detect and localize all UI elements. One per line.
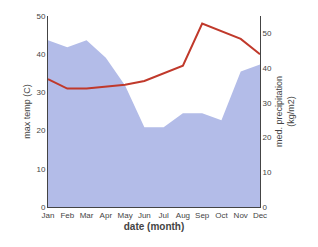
svg-text:May: May: [118, 211, 133, 220]
svg-text:Feb: Feb: [60, 211, 74, 220]
svg-text:30: 30: [36, 88, 45, 97]
svg-text:Dec: Dec: [253, 211, 267, 220]
svg-text:med. precipitation(kg/m2): med. precipitation(kg/m2): [274, 76, 296, 147]
svg-text:30: 30: [263, 99, 272, 108]
svg-text:40: 40: [36, 50, 45, 59]
svg-text:Jan: Jan: [42, 211, 55, 220]
svg-text:Mar: Mar: [80, 211, 94, 220]
svg-text:10: 10: [263, 168, 272, 177]
svg-text:Aug: Aug: [176, 211, 190, 220]
svg-text:Apr: Apr: [100, 211, 113, 220]
svg-text:Oct: Oct: [215, 211, 228, 220]
svg-text:10: 10: [36, 165, 45, 174]
svg-text:Nov: Nov: [234, 211, 248, 220]
svg-text:50: 50: [36, 12, 45, 21]
svg-text:max temp (C): max temp (C): [22, 84, 32, 139]
svg-text:50: 50: [263, 29, 272, 38]
svg-text:Jul: Jul: [159, 211, 169, 220]
svg-text:Sep: Sep: [195, 211, 210, 220]
svg-text:Jun: Jun: [138, 211, 151, 220]
svg-text:0: 0: [41, 203, 46, 212]
svg-text:20: 20: [36, 126, 45, 135]
svg-text:40: 40: [263, 64, 272, 73]
svg-text:date (month): date (month): [124, 221, 185, 232]
svg-text:0: 0: [263, 203, 268, 212]
svg-text:20: 20: [263, 133, 272, 142]
